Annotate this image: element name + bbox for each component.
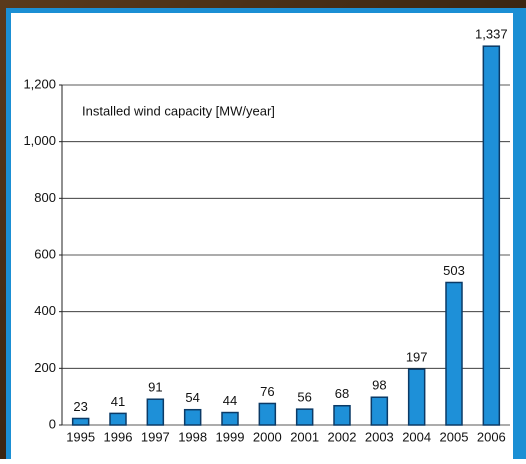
y-tick-label: 1,200 <box>23 76 56 91</box>
bar <box>334 406 350 425</box>
value-label: 54 <box>185 390 199 405</box>
x-tick-label: 2001 <box>290 429 319 444</box>
bar <box>297 409 313 425</box>
value-label: 56 <box>297 390 311 405</box>
x-tick-label: 2005 <box>440 429 469 444</box>
y-tick-label: 1,000 <box>23 133 56 148</box>
y-tick-label: 400 <box>34 303 56 318</box>
bar <box>185 410 201 425</box>
value-label: 503 <box>443 263 465 278</box>
bar <box>483 46 499 425</box>
x-tick-label: 2004 <box>402 429 431 444</box>
bar <box>222 413 238 425</box>
value-label: 197 <box>406 350 428 365</box>
x-tick-label: 1999 <box>216 429 245 444</box>
value-label: 23 <box>73 399 87 414</box>
x-tick-label: 2002 <box>328 429 357 444</box>
bar <box>259 403 275 425</box>
x-tick-label: 2003 <box>365 429 394 444</box>
bar <box>73 418 89 425</box>
value-label: 76 <box>260 384 274 399</box>
bar <box>110 413 126 425</box>
bar <box>147 399 163 425</box>
bar <box>371 397 387 425</box>
page: 0 200 400 600 800 1,000 1,200 1995 23 1996 41 1997 9… <box>0 0 526 459</box>
chart-title: Installed wind capacity [MW/year] <box>82 103 275 118</box>
y-tick-label: 200 <box>34 360 56 375</box>
value-label: 68 <box>335 386 349 401</box>
x-tick-label: 2006 <box>477 429 506 444</box>
value-label: 41 <box>111 394 125 409</box>
x-tick-label: 2000 <box>253 429 282 444</box>
y-tick-label: 600 <box>34 246 56 261</box>
bar <box>409 369 425 425</box>
value-label: 1,337 <box>475 27 508 42</box>
y-tick-label: 0 <box>49 416 56 431</box>
y-tick-label: 800 <box>34 190 56 205</box>
value-label: 98 <box>372 378 386 393</box>
x-tick-label: 1998 <box>178 429 207 444</box>
bar <box>446 282 462 425</box>
value-label: 91 <box>148 380 162 395</box>
chart: 0 200 400 600 800 1,000 1,200 1995 23 1996 41 1997 9… <box>0 0 526 459</box>
x-tick-label: 1995 <box>66 429 95 444</box>
value-label: 44 <box>223 393 237 408</box>
x-tick-label: 1997 <box>141 429 170 444</box>
x-tick-label: 1996 <box>104 429 133 444</box>
